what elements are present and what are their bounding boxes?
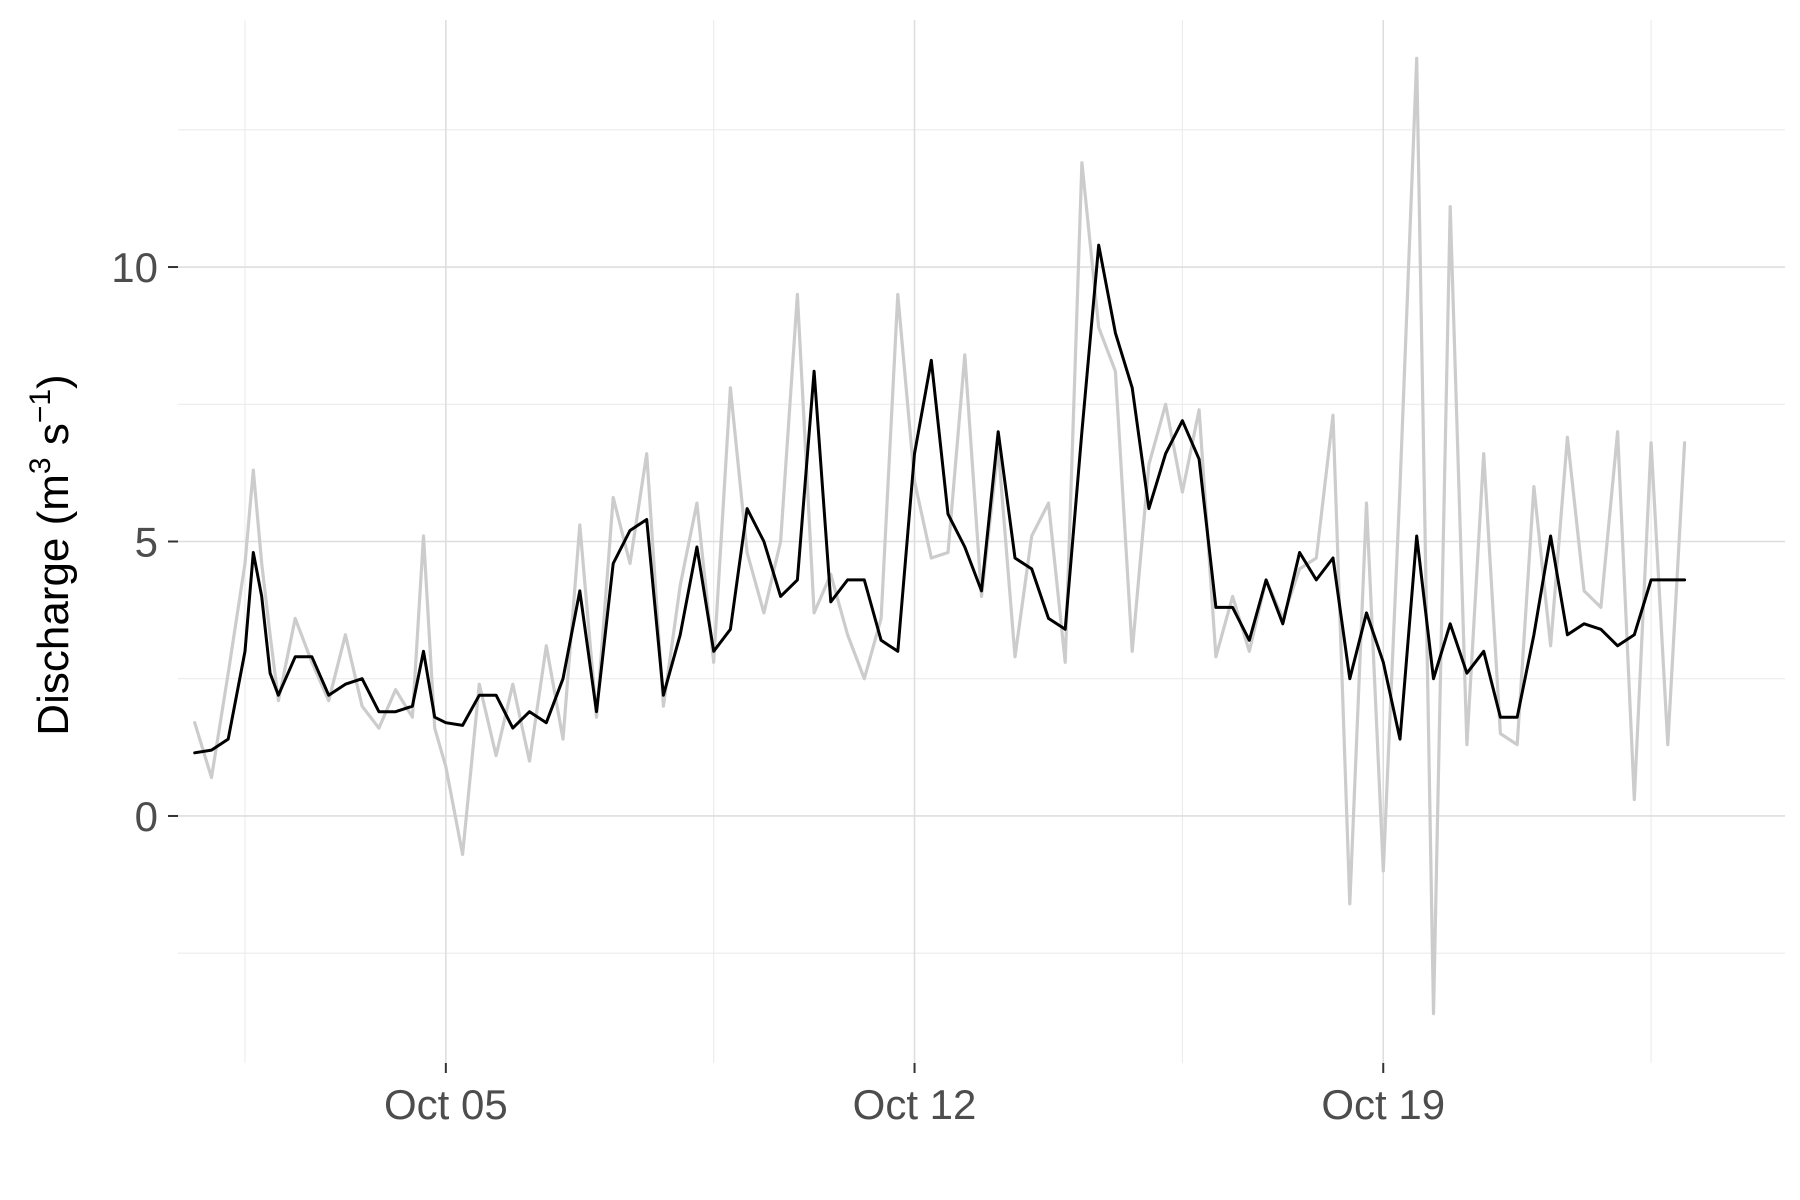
x-tick-label: Oct 05 bbox=[384, 1081, 508, 1128]
y-axis: 0 5 10 bbox=[111, 244, 178, 840]
major-gridlines bbox=[178, 20, 1785, 1063]
x-axis: Oct 05 Oct 12 Oct 19 bbox=[384, 1063, 1445, 1128]
y-axis-title: Discharge (m3 s−1) bbox=[24, 374, 78, 735]
x-tick-label: Oct 12 bbox=[853, 1081, 977, 1128]
y-tick-label: 10 bbox=[111, 244, 158, 291]
raw-discharge-line bbox=[193, 56, 1687, 1016]
y-tick-label: 0 bbox=[135, 793, 158, 840]
series-lines bbox=[193, 56, 1687, 1016]
y-tick-label: 5 bbox=[135, 519, 158, 566]
x-tick-label: Oct 19 bbox=[1321, 1081, 1445, 1128]
smoothed-discharge-line bbox=[193, 243, 1687, 755]
